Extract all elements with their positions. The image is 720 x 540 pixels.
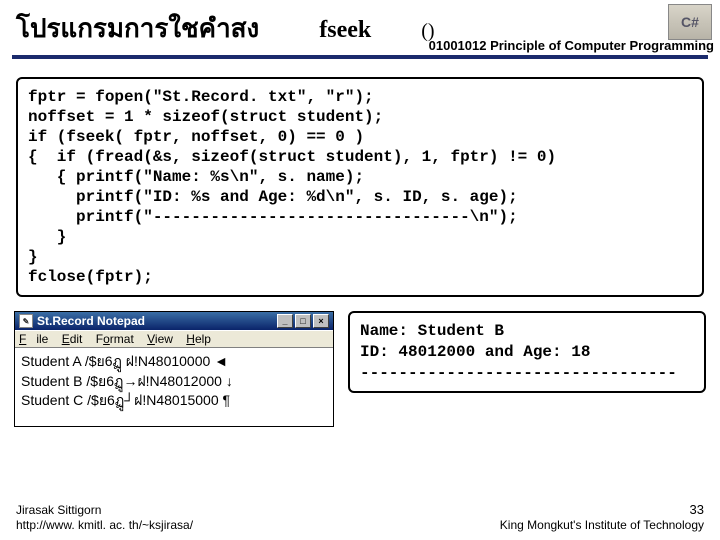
author-url: http://www. kmitl. ac. th/~ksjirasa/ bbox=[16, 518, 193, 534]
notepad-title-text: St.Record Notepad bbox=[37, 314, 145, 328]
close-button[interactable]: × bbox=[313, 314, 329, 328]
thai-title: โปรแกรมการใชคำสง bbox=[16, 8, 259, 49]
notepad-window: ✎ St.Record Notepad _ □ × File Edit Form… bbox=[14, 311, 334, 427]
menu-view[interactable]: View bbox=[147, 332, 173, 346]
institution: King Mongkut's Institute of Technology bbox=[500, 518, 704, 534]
minimize-button[interactable]: _ bbox=[277, 314, 293, 328]
logo-icon: C# bbox=[668, 4, 712, 40]
code-block: fptr = fopen("St.Record. txt", "r"); nof… bbox=[16, 77, 704, 297]
course-code: 01001012 Principle of Computer Programmi… bbox=[429, 38, 714, 53]
author-name: Jirasak Sittigorn bbox=[16, 503, 193, 519]
menu-help[interactable]: Help bbox=[186, 332, 211, 346]
slide-footer: Jirasak Sittigorn http://www. kmitl. ac.… bbox=[16, 502, 704, 534]
notepad-body[interactable]: Student A /$ย6ฏู ฝ!N48010000 ◄ Student B… bbox=[15, 348, 333, 426]
maximize-button[interactable]: □ bbox=[295, 314, 311, 328]
menu-edit[interactable]: Edit bbox=[62, 332, 83, 346]
output-block: Name: Student B ID: 48012000 and Age: 18… bbox=[348, 311, 706, 393]
notepad-titlebar[interactable]: ✎ St.Record Notepad _ □ × bbox=[15, 312, 333, 330]
notepad-line: Student A /$ย6ฏู ฝ!N48010000 ◄ bbox=[21, 352, 327, 372]
menu-file[interactable]: File bbox=[19, 332, 48, 346]
notepad-line: Student B /$ย6ฏู→ฝ!N48012000 ↓ bbox=[21, 372, 327, 392]
english-title: fseek bbox=[319, 17, 371, 44]
notepad-line: Student C /$ย6ฏู┘ฝ!N48015000 ¶ bbox=[21, 391, 327, 411]
menu-format[interactable]: Format bbox=[96, 332, 134, 346]
notepad-menubar: File Edit Format View Help bbox=[15, 330, 333, 348]
divider bbox=[12, 55, 708, 59]
notepad-icon: ✎ bbox=[19, 314, 33, 328]
page-number: 33 bbox=[500, 502, 704, 519]
lower-row: ✎ St.Record Notepad _ □ × File Edit Form… bbox=[0, 311, 720, 427]
